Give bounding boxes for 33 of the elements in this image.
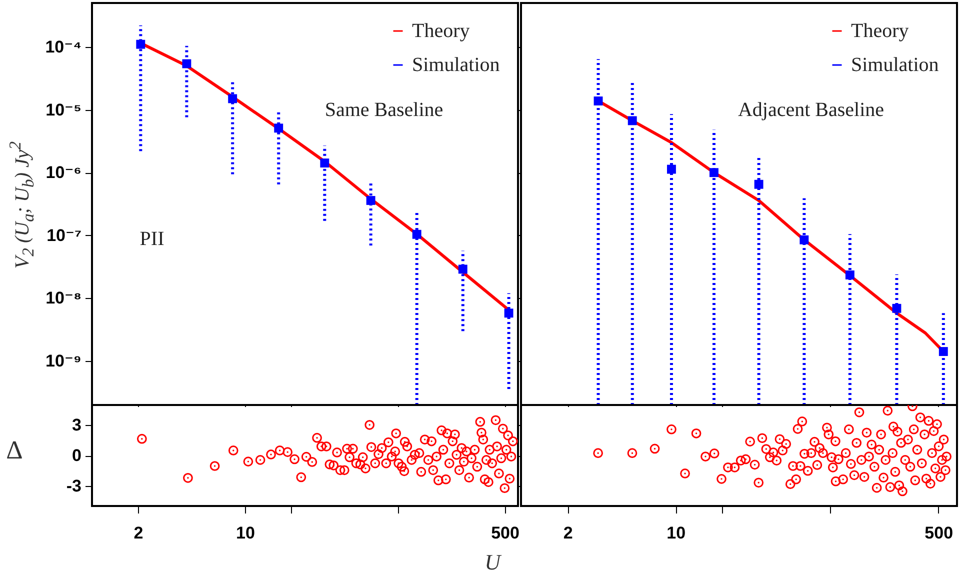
y-tick-label: 10⁻⁹ [46,352,82,371]
y-tick-label: -3 [66,476,82,496]
y-tick-label: 10⁻⁸ [46,288,82,308]
y-tick-label: 10⁻⁷ [46,226,82,245]
x-tick-label: 2 [563,524,573,542]
point [458,264,468,274]
legend-label: Simulation [851,54,939,76]
x-tick-label: 2 [134,524,144,542]
y-axis-title: Δ [6,436,23,464]
y-tick-label: 3 [72,416,82,435]
point [504,308,514,318]
x-tick-label: 500 [924,524,954,542]
x-tick-label: 10 [236,524,255,542]
point [320,158,330,168]
y-tick-label: 10⁻⁴ [45,37,82,56]
point [136,40,146,49]
legend-label: Simulation [412,54,500,76]
annotation: PII [140,228,164,250]
x-tick-label: 10 [666,524,686,542]
annotation: Adjacent Baseline [738,99,884,121]
x-tick-label: 500 [491,524,520,542]
point [366,196,376,205]
y-tick-label: 0 [72,446,82,465]
y-tick-label: 10⁻⁶ [46,163,82,182]
point [412,230,422,239]
point [228,94,238,104]
legend-label: Theory [412,20,470,42]
legend-label: Theory [851,20,909,42]
annotation: Same Baseline [324,99,444,121]
y-tick-label: 10⁻⁵ [46,100,82,120]
point [182,59,192,68]
point [274,124,284,133]
x-axis-title: U [484,550,503,572]
